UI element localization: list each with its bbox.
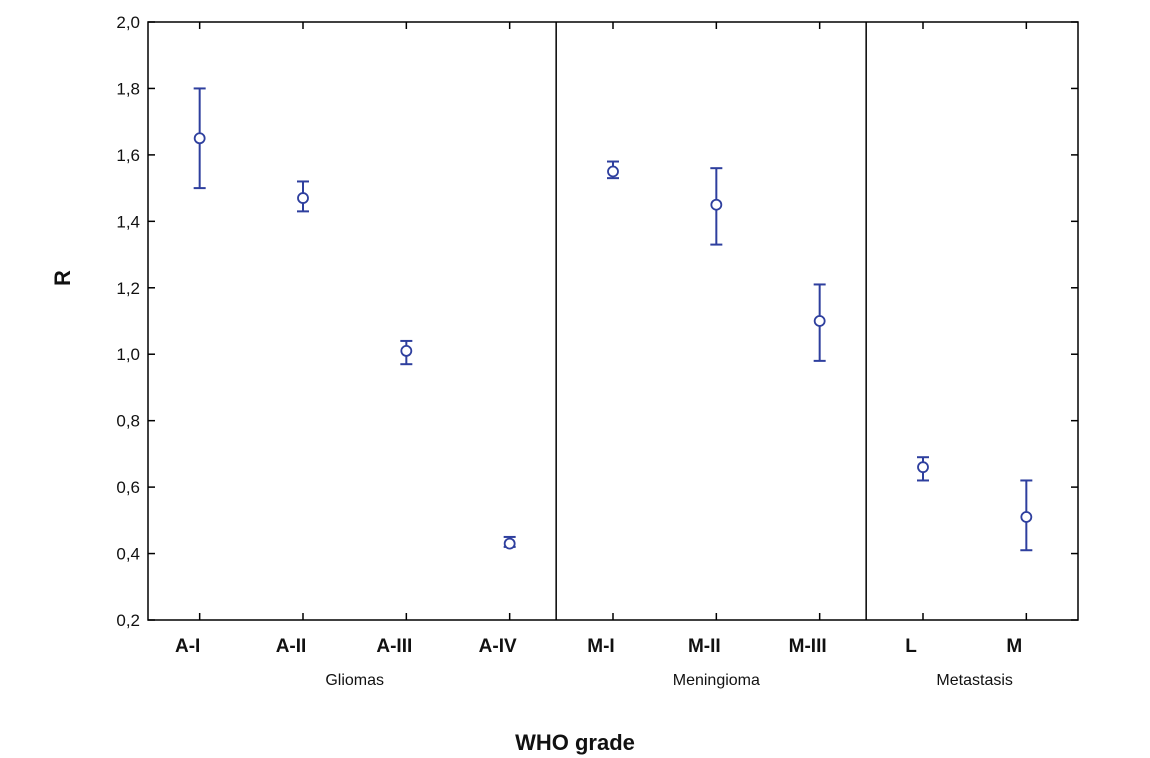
mean-point — [503, 537, 516, 550]
mean-point — [710, 198, 723, 211]
x-category-label: M-II — [688, 636, 721, 657]
x-category-label: A-I — [175, 636, 200, 657]
y-tick-label: 1,8 — [116, 79, 140, 98]
mean-point — [917, 461, 929, 474]
group-label: Meningioma — [673, 672, 760, 689]
y-tick-label: 0,8 — [116, 412, 140, 431]
group-separators — [555, 22, 867, 620]
x-axis-title: WHO grade — [515, 730, 635, 755]
x-category-label: M-I — [587, 636, 614, 657]
x-category-label: A-III — [376, 636, 412, 657]
mean-point — [400, 344, 413, 357]
mean-point — [297, 192, 309, 204]
y-axis-title: R — [50, 270, 75, 286]
plot-frame — [147, 21, 1079, 621]
y-tick-label: 2,0 — [116, 13, 140, 32]
y-tick-label: 1,4 — [116, 212, 140, 231]
group-label: Gliomas — [325, 672, 384, 689]
mean-point — [813, 315, 826, 327]
group-label: Metastasis — [936, 672, 1012, 689]
y-tick-label: 1,0 — [116, 345, 140, 364]
x-category-label: L — [905, 636, 917, 657]
x-category-label: M — [1006, 636, 1022, 657]
y-tick-label: 0,4 — [116, 545, 140, 564]
x-category-label: A-IV — [479, 636, 517, 657]
mean-point — [193, 132, 206, 145]
y-axis: 0,2 0,4 0,6 0,8 1,0 1,2 1,4 1,6 1,8 2,0 — [116, 13, 1078, 630]
x-category-label: M-III — [789, 636, 827, 657]
y-tick-label: 1,2 — [116, 279, 140, 298]
mean-point — [1020, 511, 1033, 523]
x-axis: A-I A-II A-III A-IV M-I M-II M-III L M — [175, 22, 1028, 657]
y-tick-label: 0,6 — [116, 478, 140, 497]
data-marks — [193, 87, 1033, 552]
y-tick-label: 1,6 — [116, 146, 140, 165]
y-tick-label: 0,2 — [116, 611, 140, 630]
mean-point — [607, 165, 619, 178]
x-category-label: A-II — [276, 636, 307, 657]
group-labels: Gliomas Meningioma Metastasis — [325, 672, 1013, 689]
